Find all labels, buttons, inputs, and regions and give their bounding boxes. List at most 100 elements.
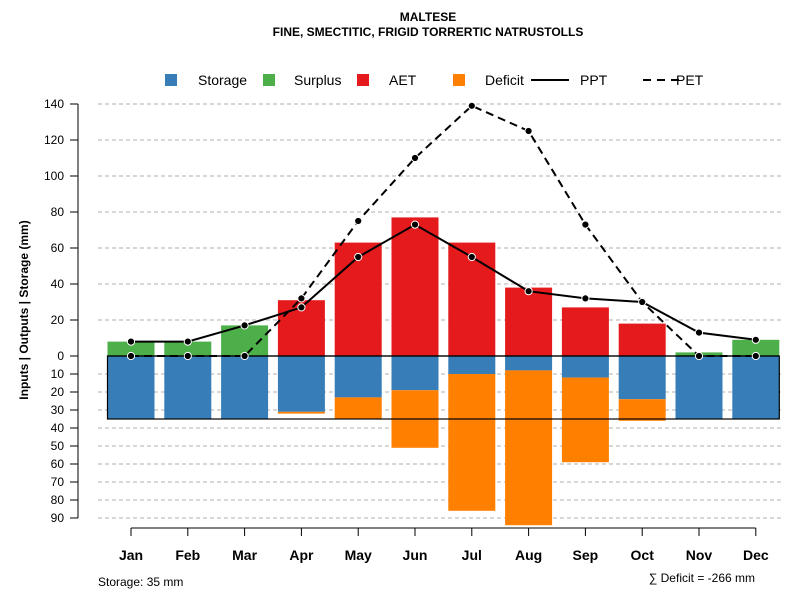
x-tick-label: Aug	[515, 547, 542, 563]
ppt-point	[240, 321, 249, 330]
deficit-bar	[505, 370, 553, 526]
aet-bar	[448, 242, 496, 356]
surplus-bar	[732, 339, 780, 356]
aet-bar	[561, 307, 609, 356]
x-tick-label: Jun	[403, 547, 428, 563]
aet-bar	[505, 287, 553, 356]
aet-bar	[618, 323, 666, 356]
y-tick-label: 20	[51, 313, 65, 327]
y-tick-label: 0	[57, 349, 64, 363]
lines	[106, 101, 780, 420]
x-tick-label: Jul	[462, 547, 482, 563]
surplus-bar	[107, 341, 155, 356]
y-tick-label: 80	[51, 205, 65, 219]
x-tick-label: Jan	[119, 547, 143, 563]
ppt-point	[126, 337, 136, 346]
y-tick-label: 10	[51, 367, 65, 381]
legend-swatch-surplus	[263, 74, 275, 86]
pet-point	[183, 351, 192, 361]
storage-bar	[448, 356, 496, 374]
storage-bar	[561, 356, 609, 378]
legend-label-pet: PET	[676, 72, 704, 88]
ppt-point	[183, 337, 192, 346]
surplus-bar	[164, 341, 212, 356]
x-tick-label: Sep	[573, 547, 599, 563]
y-tick-label: 20	[51, 385, 65, 399]
deficit-bar	[618, 399, 666, 421]
storage-bar	[505, 356, 553, 371]
y-tick-label: 70	[51, 475, 65, 489]
deficit-bar	[277, 411, 325, 414]
y-tick-label: 140	[44, 97, 64, 111]
ppt-point	[354, 252, 363, 262]
deficit-bar	[448, 374, 496, 511]
y-tick-label: 60	[51, 241, 65, 255]
ppt-point	[694, 328, 704, 337]
storage-bar	[334, 356, 382, 398]
storage-bar	[391, 356, 439, 391]
x-tick-label: Feb	[175, 547, 200, 563]
deficit-bar	[334, 397, 382, 419]
pet-point	[410, 153, 420, 163]
x-tick-label: Mar	[232, 547, 257, 563]
ppt-point	[410, 220, 420, 229]
ppt-point	[581, 294, 590, 303]
ppt-line	[131, 223, 756, 343]
legend-label-deficit: Deficit	[485, 72, 524, 88]
bars	[107, 217, 780, 526]
ppt-point	[638, 297, 647, 307]
storage-bar	[107, 356, 155, 419]
ppt-point	[751, 335, 760, 344]
legend-swatch-deficit	[453, 74, 465, 86]
legend-label-aet: AET	[389, 72, 417, 88]
storage-bar	[277, 356, 325, 412]
y-tick-label: 40	[51, 421, 65, 435]
storage-bar	[221, 356, 269, 419]
aet-bar	[391, 217, 439, 356]
x-tick-label: Nov	[686, 547, 713, 563]
y-tick-label: 50	[51, 439, 65, 453]
storage-bar	[675, 356, 723, 419]
pet-point	[581, 220, 590, 229]
y-tick-label: 120	[44, 133, 64, 147]
y-tick-label: 100	[44, 169, 64, 183]
aet-bar	[334, 242, 382, 356]
x-tick-label: Dec	[743, 547, 769, 563]
pet-point	[751, 351, 760, 361]
storage-bar	[732, 356, 780, 419]
x-tick-label: Oct	[631, 547, 655, 563]
deficit-footnote: ∑ Deficit = -266 mm	[649, 571, 755, 585]
pet-point	[354, 216, 363, 226]
chart-title: MALTESE	[400, 10, 456, 24]
pet-point	[297, 294, 306, 303]
axes: 0 20 40 60 80 100 120 140 10 20 30 40 50 60 70 80 90 Jan F…	[44, 97, 769, 563]
pet-point	[694, 351, 704, 361]
pet-point	[467, 101, 476, 110]
ppt-point	[524, 287, 533, 296]
legend: Storage Surplus AET Deficit PPT PET	[165, 72, 704, 88]
ppt-point	[467, 252, 476, 262]
legend-label-ppt: PPT	[580, 72, 608, 88]
deficit-bar	[561, 377, 609, 463]
pet-point	[126, 351, 136, 361]
pet-point	[240, 351, 249, 361]
pet-point	[524, 126, 533, 136]
x-tick-label: May	[345, 547, 372, 563]
x-tick-label: Apr	[289, 547, 314, 563]
legend-swatch-aet	[357, 74, 369, 86]
storage-bar	[164, 356, 212, 419]
ppt-point	[297, 303, 306, 312]
pet-line	[131, 104, 756, 357]
chart-subtitle: FINE, SMECTITIC, FRIGID TORRERTIC NATRUS…	[273, 25, 584, 39]
y-tick-label: 60	[51, 457, 65, 471]
y-tick-label: 40	[51, 277, 65, 291]
y-tick-label: 90	[51, 511, 65, 525]
gridlines	[98, 103, 782, 519]
y-axis-label: Inputs | Outputs | Storage (mm)	[17, 220, 31, 399]
y-tick-label: 30	[51, 403, 65, 417]
y-tick-label: 80	[51, 493, 65, 507]
legend-label-surplus: Surplus	[294, 72, 341, 88]
legend-label-storage: Storage	[198, 72, 247, 88]
storage-bar	[618, 356, 666, 400]
